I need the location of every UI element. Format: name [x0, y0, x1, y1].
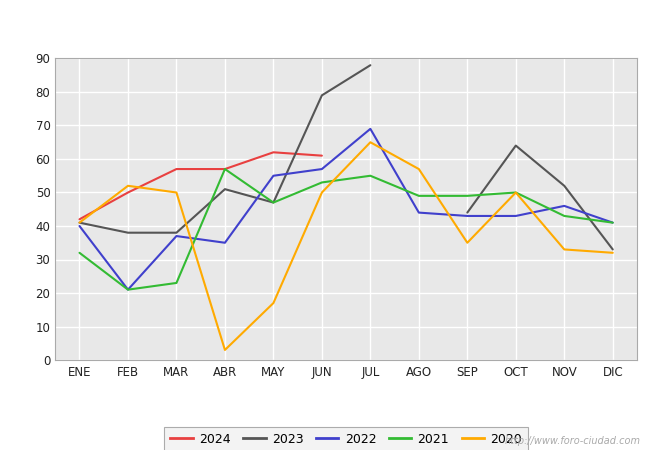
Legend: 2024, 2023, 2022, 2021, 2020: 2024, 2023, 2022, 2021, 2020 — [164, 427, 528, 450]
Text: Matriculaciones de Vehiculos en Roses: Matriculaciones de Vehiculos en Roses — [165, 14, 485, 32]
Text: http://www.foro-ciudad.com: http://www.foro-ciudad.com — [504, 436, 640, 446]
